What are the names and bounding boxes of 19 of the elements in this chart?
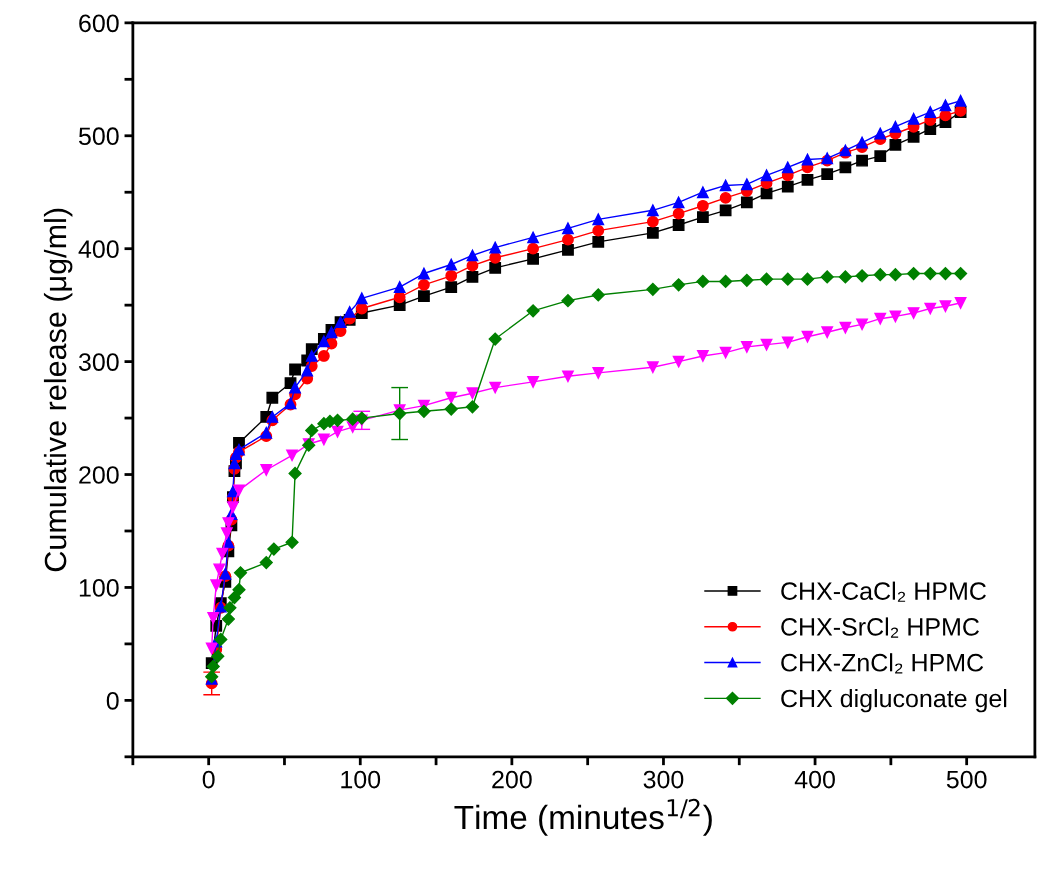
y-tick-label: 200 — [79, 466, 119, 484]
y-tick-label: 300 — [78, 353, 119, 371]
y-axis-title: Cumulative release (μg/ml) — [43, 208, 73, 572]
x-tick-label: 0 — [202, 770, 215, 789]
y-tick-label: 500 — [78, 127, 119, 146]
y-tick-label: 600 — [79, 14, 119, 33]
legend-label: CHX-SrCl₂ HPMC — [781, 617, 979, 638]
x-tick-label: 200 — [492, 770, 532, 789]
x-axis-title: Time (minutes$^{1/2}$) — [454, 798, 712, 836]
legend-label: CHX digluconate gel — [781, 689, 1007, 713]
legend-label: CHX-CaCl₂ HPMC — [781, 581, 986, 602]
y-tick-label: 100 — [79, 579, 119, 597]
x-tick-label: 500 — [946, 770, 987, 789]
legend-label: CHX-ZnCl₂ HPMC — [781, 653, 984, 674]
y-tick-label: 0 — [106, 691, 119, 710]
x-tick-label: 100 — [341, 770, 381, 789]
x-tick-label: 300 — [643, 770, 684, 789]
y-tick-label: 400 — [78, 240, 119, 258]
x-tick-label: 400 — [794, 770, 835, 789]
